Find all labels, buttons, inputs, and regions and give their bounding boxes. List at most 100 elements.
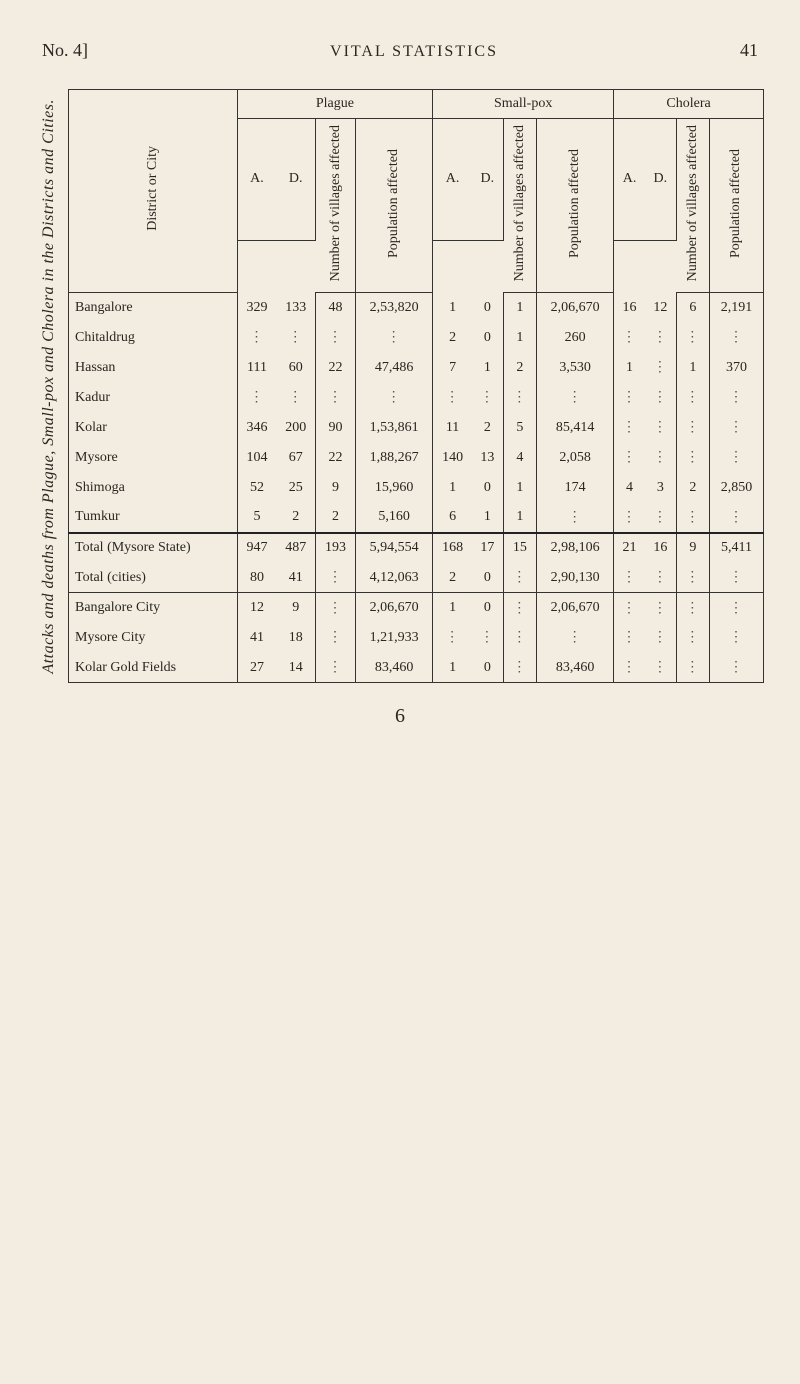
table-cell: 0: [472, 593, 503, 623]
table-cell: ⋮: [276, 323, 315, 353]
table-row: Kadur⋮⋮⋮⋮⋮⋮⋮⋮⋮⋮⋮⋮: [69, 383, 764, 413]
table-cell: 2: [316, 503, 356, 533]
table-cell: 4: [503, 443, 536, 473]
table-row: Total (cities)8041⋮4,12,06320⋮2,90,130⋮⋮…: [69, 563, 764, 593]
table-cell: 1: [433, 473, 472, 503]
table-cell: ⋮: [645, 353, 676, 383]
table-cell: 27: [237, 653, 276, 683]
table-row: Bangalore329133482,53,8201012,06,6701612…: [69, 293, 764, 323]
table-cell: 6: [676, 293, 709, 323]
district-name: Total (Mysore State): [69, 533, 238, 563]
table-cell: 1: [676, 353, 709, 383]
table-row: Hassan111602247,4867123,5301⋮1370: [69, 353, 764, 383]
table-cell: ⋮: [614, 413, 645, 443]
table-cell: ⋮: [316, 563, 356, 593]
table-cell: 2,98,106: [536, 533, 613, 563]
table-cell: 2: [503, 353, 536, 383]
table-cell: ⋮: [503, 653, 536, 683]
table-cell: 18: [276, 623, 315, 653]
table-cell: ⋮: [316, 323, 356, 353]
table-cell: ⋮: [433, 623, 472, 653]
table-cell: ⋮: [237, 323, 276, 353]
table-cell: 104: [237, 443, 276, 473]
table-cell: 174: [536, 473, 613, 503]
table-cell: 4: [614, 473, 645, 503]
table-cell: 2,53,820: [356, 293, 433, 323]
district-name: Total (cities): [69, 563, 238, 593]
table-cell: 0: [472, 293, 503, 323]
table-cell: 52: [237, 473, 276, 503]
table-cell: 2,06,670: [356, 593, 433, 623]
table-cell: ⋮: [709, 593, 763, 623]
page-footer: 6: [36, 705, 764, 728]
header-left: No. 4]: [42, 40, 88, 61]
table-cell: ⋮: [645, 653, 676, 683]
table-cell: 5,94,554: [356, 533, 433, 563]
cholera-villages: Number of villages affected: [685, 125, 701, 281]
table-cell: ⋮: [709, 383, 763, 413]
district-name: Tumkur: [69, 503, 238, 533]
table-cell: 2,06,670: [536, 593, 613, 623]
table-cell: ⋮: [676, 323, 709, 353]
table-cell: 2,850: [709, 473, 763, 503]
table-cell: 1: [503, 473, 536, 503]
table-cell: ⋮: [645, 413, 676, 443]
table-cell: 60: [276, 353, 315, 383]
table-row: Total (Mysore State)9474871935,94,554168…: [69, 533, 764, 563]
table-cell: ⋮: [503, 563, 536, 593]
table-cell: 41: [237, 623, 276, 653]
table-cell: ⋮: [276, 383, 315, 413]
table-cell: 2,90,130: [536, 563, 613, 593]
table-cell: 487: [276, 533, 315, 563]
table-cell: 21: [614, 533, 645, 563]
table-row: Kolar Gold Fields2714⋮83,46010⋮83,460⋮⋮⋮…: [69, 653, 764, 683]
table-cell: 1,53,861: [356, 413, 433, 443]
table-cell: 0: [472, 653, 503, 683]
table-cell: 83,460: [356, 653, 433, 683]
table-cell: 1: [433, 593, 472, 623]
table-cell: ⋮: [536, 503, 613, 533]
table-cell: 12: [237, 593, 276, 623]
table-cell: 22: [316, 443, 356, 473]
table-cell: ⋮: [503, 623, 536, 653]
table-cell: ⋮: [237, 383, 276, 413]
table-cell: 67: [276, 443, 315, 473]
table-cell: 1: [503, 503, 536, 533]
table-cell: 0: [472, 323, 503, 353]
district-name: Mysore City: [69, 623, 238, 653]
table-cell: 2,058: [536, 443, 613, 473]
district-name: Hassan: [69, 353, 238, 383]
table-cell: 22: [316, 353, 356, 383]
table-cell: 1: [433, 653, 472, 683]
table-title-vertical: Attacks and deaths from Plague, Small-po…: [36, 99, 58, 674]
table-cell: 111: [237, 353, 276, 383]
table-cell: 85,414: [536, 413, 613, 443]
table-cell: 2,191: [709, 293, 763, 323]
table-cell: ⋮: [614, 383, 645, 413]
table-cell: 2: [676, 473, 709, 503]
table-cell: 0: [472, 473, 503, 503]
table-cell: ⋮: [676, 503, 709, 533]
table-cell: ⋮: [676, 443, 709, 473]
table-row: Chitaldrug⋮⋮⋮⋮201260⋮⋮⋮⋮: [69, 323, 764, 353]
table-cell: 11: [433, 413, 472, 443]
disease-smallpox: Small-pox: [433, 90, 614, 119]
table-cell: 1,21,933: [356, 623, 433, 653]
table-cell: 0: [472, 563, 503, 593]
table-cell: 260: [536, 323, 613, 353]
table-cell: ⋮: [316, 623, 356, 653]
table-cell: 5: [503, 413, 536, 443]
table-cell: ⋮: [503, 383, 536, 413]
table-row: Tumkur5225,160611⋮⋮⋮⋮⋮: [69, 503, 764, 533]
table-cell: 25: [276, 473, 315, 503]
table-cell: 2: [276, 503, 315, 533]
table-cell: ⋮: [356, 323, 433, 353]
table-cell: 80: [237, 563, 276, 593]
table-cell: 16: [645, 533, 676, 563]
table-cell: ⋮: [709, 563, 763, 593]
table-cell: ⋮: [709, 443, 763, 473]
table-cell: ⋮: [503, 593, 536, 623]
table-cell: 1: [503, 323, 536, 353]
table-cell: 7: [433, 353, 472, 383]
table-cell: ⋮: [472, 623, 503, 653]
